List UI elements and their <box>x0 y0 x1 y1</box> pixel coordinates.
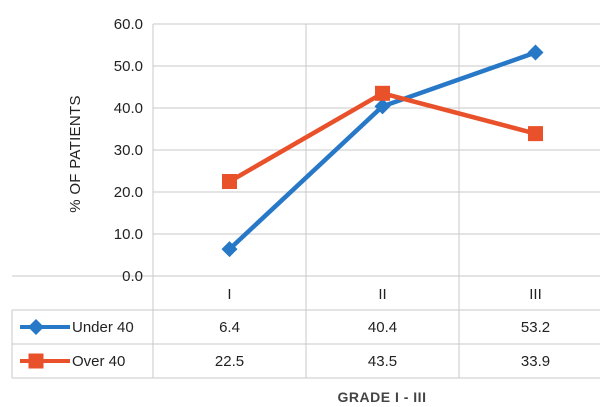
table-cell: 22.5 <box>215 353 244 370</box>
table-cell: 43.5 <box>368 353 397 370</box>
x-tick-label: I <box>227 286 231 303</box>
data-point <box>374 98 391 115</box>
series <box>221 44 544 258</box>
series-over-40 <box>222 85 543 189</box>
y-tick-label: 30.0 <box>114 142 143 159</box>
table-cell: 6.4 <box>219 319 240 336</box>
legend-key-marker <box>28 353 44 369</box>
y-tick-label: 60.0 <box>114 16 143 33</box>
legend-key-marker <box>28 319 44 335</box>
legend-label: Under 40 <box>72 319 134 336</box>
gridlines <box>11 23 600 379</box>
data-point <box>222 174 237 189</box>
series-under-40 <box>221 44 544 258</box>
y-tick-label: 50.0 <box>114 58 143 75</box>
y-tick-label: 40.0 <box>114 100 143 117</box>
y-tick-label: 10.0 <box>114 226 143 243</box>
table-cell: 33.9 <box>521 353 550 370</box>
y-axis-label: % OF PATIENTS <box>67 95 84 213</box>
series-line <box>227 50 538 252</box>
x-tick-label: III <box>529 286 542 303</box>
table-cell: 40.4 <box>368 319 397 336</box>
data-point <box>375 85 390 101</box>
data-point <box>527 44 544 61</box>
y-axis-ticks: 0.0 10.0 20.0 30.0 40.0 50.0 60.0 <box>114 16 143 285</box>
y-tick-label: 0.0 <box>122 268 143 285</box>
data-point <box>221 241 238 258</box>
legend-label: Over 40 <box>72 353 125 370</box>
x-axis-label: GRADE I - III <box>338 389 427 405</box>
data-point <box>528 126 543 142</box>
y-tick-label: 20.0 <box>114 184 143 201</box>
table-cell: 53.2 <box>521 319 550 336</box>
x-tick-label: II <box>378 286 386 303</box>
